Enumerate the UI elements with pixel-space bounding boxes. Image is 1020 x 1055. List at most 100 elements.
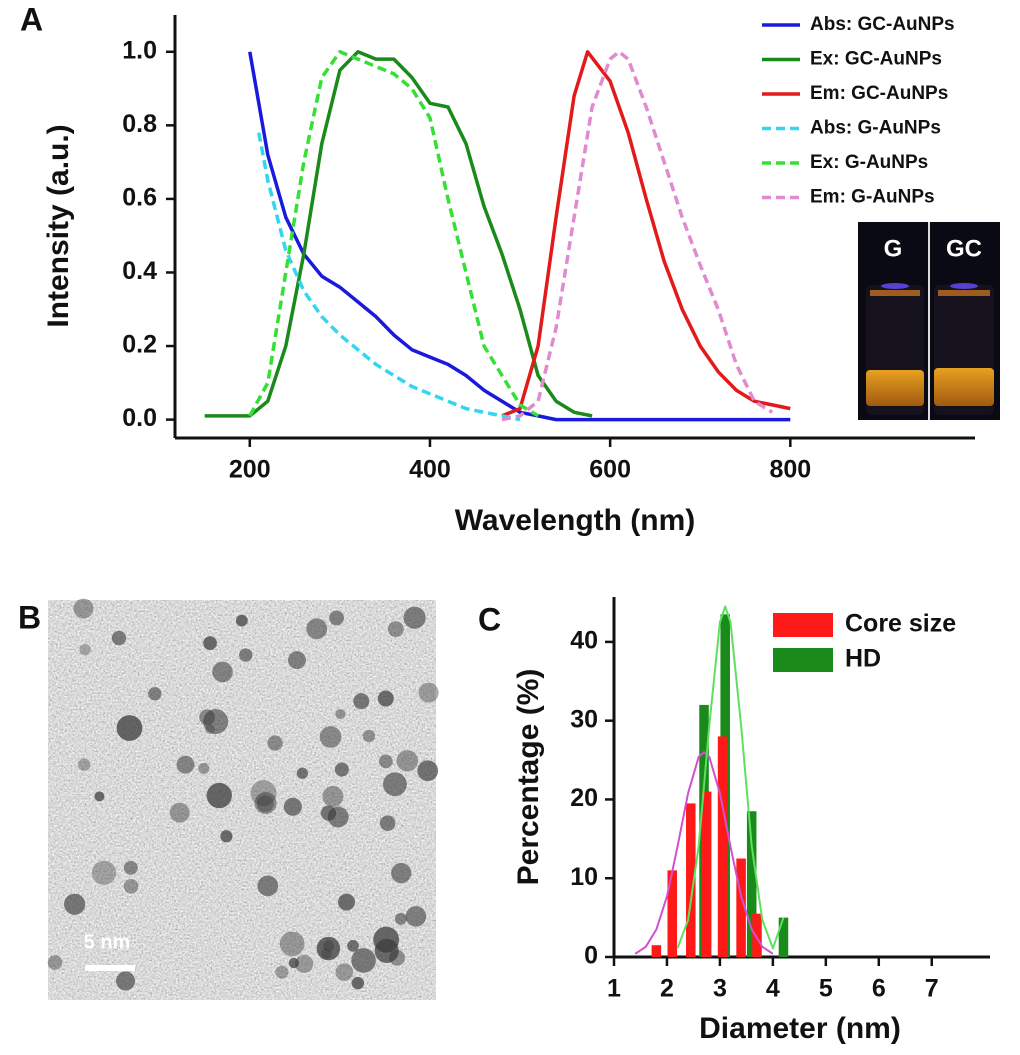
y-tick-label: 0.8 xyxy=(122,110,157,138)
particle xyxy=(335,963,354,981)
particle xyxy=(123,879,139,894)
particle xyxy=(212,661,233,683)
particle xyxy=(123,860,138,875)
particle xyxy=(335,708,346,720)
y-tick-label: 40 xyxy=(570,627,598,655)
particle xyxy=(64,893,86,915)
particle xyxy=(94,791,105,802)
y-tick-label: 10 xyxy=(570,863,598,891)
line xyxy=(501,50,774,422)
bar xyxy=(736,858,746,957)
bar xyxy=(778,917,789,957)
particle xyxy=(203,636,217,651)
y-tick-label: 20 xyxy=(570,784,598,812)
x-tick-label: 600 xyxy=(589,456,631,484)
x-tick-label: 3 xyxy=(713,975,727,1003)
particle xyxy=(267,735,283,751)
line xyxy=(501,50,791,418)
panel-label: C xyxy=(478,601,501,637)
y-tick-label: 30 xyxy=(570,705,598,733)
line xyxy=(204,50,593,418)
particle xyxy=(204,724,216,735)
particle xyxy=(418,682,439,703)
particle xyxy=(176,755,195,774)
particle xyxy=(351,948,376,973)
particle xyxy=(296,767,308,779)
particle xyxy=(79,643,91,656)
legend-label: Core size xyxy=(845,610,956,638)
particle xyxy=(116,715,143,741)
particle xyxy=(377,690,394,707)
bar xyxy=(686,803,696,957)
legend-swatch xyxy=(773,613,833,637)
particle xyxy=(391,862,412,884)
y-tick-label: 0.6 xyxy=(122,184,157,212)
particle xyxy=(254,792,277,815)
particle xyxy=(287,651,306,670)
particle xyxy=(288,957,300,969)
particle xyxy=(250,780,277,806)
particle xyxy=(347,939,359,952)
y-axis-title: Intensity (a.u.) xyxy=(42,124,75,327)
legend-label: Ex: G-AuNPs xyxy=(810,152,928,173)
particle xyxy=(394,912,407,925)
scale-bar-label: 5 nm xyxy=(84,931,131,953)
panel-label: B xyxy=(18,599,41,635)
line xyxy=(257,132,521,422)
particle xyxy=(111,630,127,646)
particle xyxy=(396,750,419,772)
particle xyxy=(316,936,341,961)
particle xyxy=(275,965,289,979)
bar xyxy=(717,736,728,957)
x-tick-label: 4 xyxy=(766,975,780,1003)
particle xyxy=(405,906,427,927)
x-tick-label: 5 xyxy=(819,975,833,1003)
line xyxy=(248,50,540,418)
x-tick-label: 400 xyxy=(409,456,451,484)
particle xyxy=(256,795,274,813)
x-tick-label: 6 xyxy=(872,975,886,1003)
tem-image: 5 nm xyxy=(47,598,439,1000)
particle xyxy=(148,687,162,701)
particle xyxy=(351,976,365,990)
line xyxy=(248,51,791,422)
x-axis-title: Diameter (nm) xyxy=(699,1012,901,1045)
particle xyxy=(338,893,356,911)
bar xyxy=(701,791,712,957)
particle xyxy=(73,598,94,619)
particle xyxy=(220,830,233,843)
x-tick-label: 200 xyxy=(229,456,271,484)
bar xyxy=(752,913,762,957)
particle xyxy=(257,875,279,897)
particle xyxy=(417,760,439,782)
particle xyxy=(362,729,376,743)
particle xyxy=(206,782,232,809)
legend-label: Abs: G-AuNPs xyxy=(810,118,941,139)
inset-photo: G GC xyxy=(858,222,1000,420)
particle xyxy=(306,618,328,640)
legend-label: Ex: GC-AuNPs xyxy=(810,49,942,70)
particle xyxy=(169,802,190,823)
x-axis-title: Wavelength (nm) xyxy=(455,504,696,537)
x-tick-label: 1 xyxy=(607,975,621,1003)
legend-label: Em: G-AuNPs xyxy=(810,187,935,208)
y-axis-title: Percentage (%) xyxy=(512,669,545,886)
chart: 200 400 600 800 0.0 0.2 0.4 0.6 0.8 1.0 A Wavelengt… xyxy=(20,1,975,537)
particle xyxy=(383,772,407,797)
bar xyxy=(651,945,662,957)
particle xyxy=(295,954,314,973)
particle xyxy=(378,754,393,769)
particle xyxy=(353,693,370,710)
y-tick-label: 0.2 xyxy=(122,331,157,359)
inset-label: GC xyxy=(946,235,982,262)
x-tick-label: 7 xyxy=(925,975,939,1003)
particle xyxy=(279,931,305,957)
particle xyxy=(319,726,342,748)
particle xyxy=(116,971,136,991)
chart: 1 2 3 4 5 6 7 0 10 20 30 40 C Diameter (nm) Percentage… xyxy=(478,597,990,1045)
panel-label: A xyxy=(20,1,43,37)
line xyxy=(676,605,785,950)
y-tick-label: 0.0 xyxy=(122,404,157,432)
particle xyxy=(77,758,91,771)
